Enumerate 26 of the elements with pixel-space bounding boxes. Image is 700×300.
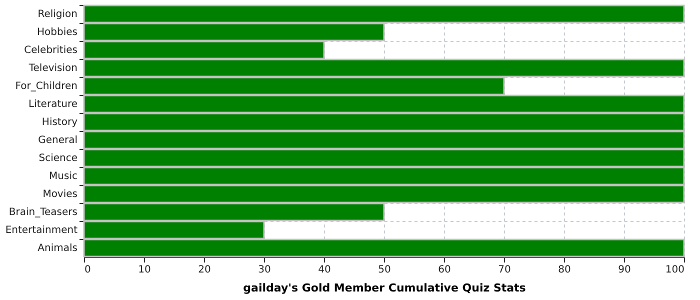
y-tick-label: Music (49, 171, 78, 182)
y-tick-label: Animals (38, 243, 78, 254)
x-tick-label: 90 (618, 264, 631, 276)
x-tick-label: 70 (498, 264, 511, 276)
y-tick-label: History (42, 117, 78, 128)
y-tick-label: Television (28, 63, 78, 74)
x-tick-label: 50 (378, 264, 391, 276)
x-tick-label: 30 (258, 264, 271, 276)
y-tick-label: Hobbies (37, 27, 78, 38)
x-tick-label: 40 (318, 264, 331, 276)
y-tick-label: Movies (42, 189, 78, 200)
y-tick-label: General (38, 135, 78, 146)
x-tick-label: 80 (558, 264, 571, 276)
y-tick-label: Literature (28, 99, 78, 110)
x-axis-title: gailday's Gold Member Cumulative Quiz Stats (243, 282, 526, 294)
y-tick-label: Brain_Teasers (8, 207, 78, 218)
x-tick-label: 100 (665, 264, 684, 276)
y-tick-label: Religion (38, 9, 78, 20)
x-tick-label: 60 (438, 264, 451, 276)
x-tick-label: 0 (84, 264, 91, 276)
y-tick-label: Celebrities (24, 45, 78, 56)
y-tick-label: Science (38, 153, 78, 164)
y-tick-label: Entertainment (5, 225, 78, 236)
x-tick-label: 20 (198, 264, 211, 276)
y-tick-label: For_Children (15, 81, 78, 92)
x-tick-label: 10 (138, 264, 151, 276)
